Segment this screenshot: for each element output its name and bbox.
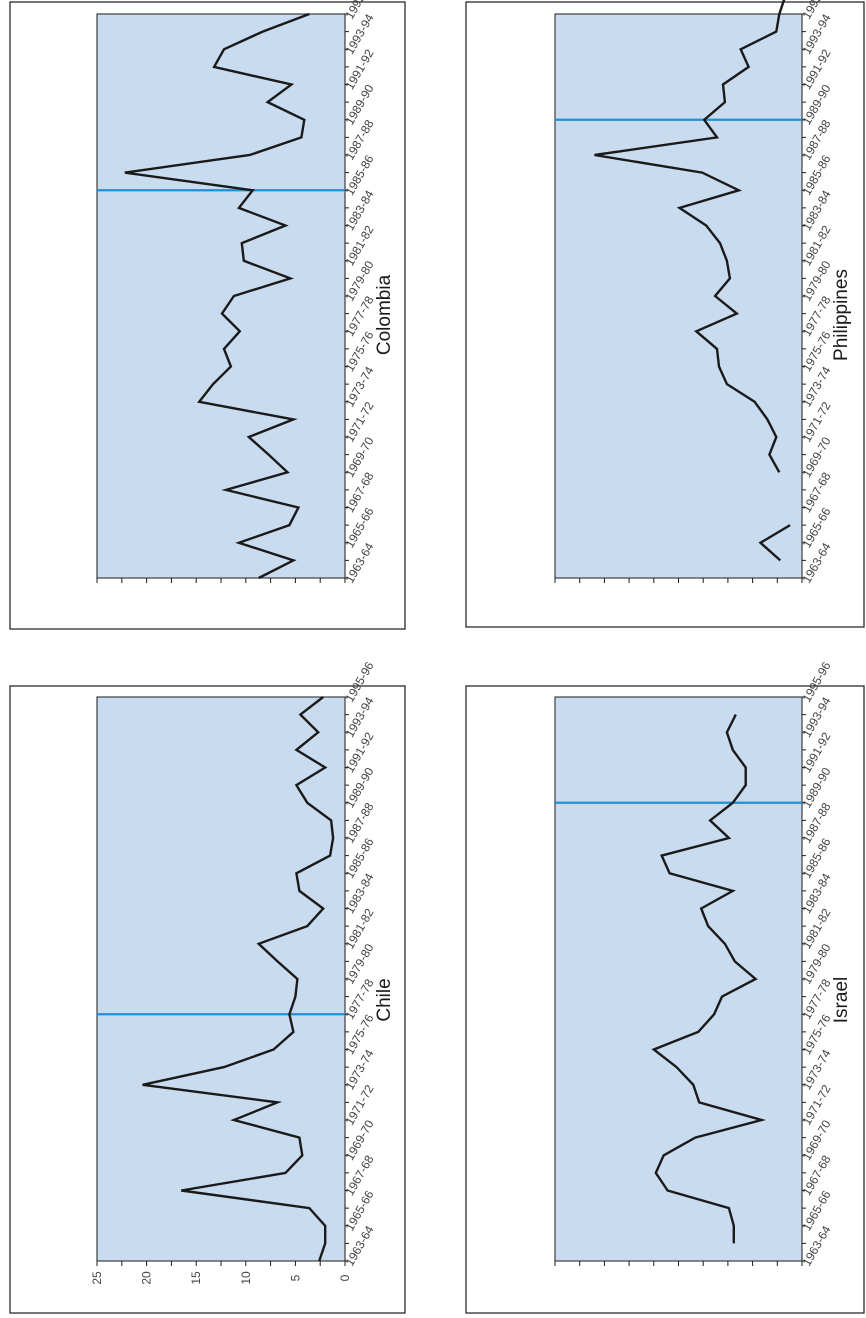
chile-plot-area (96, 696, 346, 1262)
chile-value-tick-label: 10 (239, 1271, 253, 1285)
philippines-panel-frame (465, 1, 865, 628)
israel-title: Israel (831, 977, 852, 1023)
israel-panel: Israel 1963-641965-661967-681969-701971-… (465, 659, 865, 1314)
colombia-plot-area (96, 13, 346, 579)
israel-plot-area (554, 696, 803, 1262)
chile-panel: Chile 05101520251963-641965-661967-68196… (9, 659, 406, 1314)
philippines-series-line (594, 0, 786, 473)
philippines-series-line (758, 524, 791, 562)
colombia-series-line (124, 12, 310, 580)
chile-period-tick-label: 1995-96 (342, 659, 376, 704)
colombia-panel: Colombia 1963-641965-661967-681969-70197… (9, 0, 406, 630)
philippines-title: Philippines (831, 269, 852, 361)
philippines-panel: Philippines 1963-641965-661967-681969-70… (465, 0, 865, 628)
israel-series-line (651, 714, 767, 1244)
colombia-panel-frame (9, 1, 406, 630)
chile-value-tick-label: 0 (338, 1274, 352, 1281)
chile-value-tick-label: 15 (189, 1271, 203, 1285)
chile-series-line (142, 696, 335, 1262)
chile-title: Chile (374, 978, 395, 1021)
chile-value-tick-label: 25 (90, 1271, 104, 1285)
chile-value-tick-label: 5 (288, 1274, 302, 1281)
israel-period-tick-label: 1995-96 (799, 659, 833, 704)
colombia-title: Colombia (374, 274, 395, 355)
philippines-plot-area (554, 13, 803, 579)
israel-panel-frame (465, 685, 865, 1314)
chile-value-tick-label: 20 (140, 1271, 154, 1285)
chile-panel-frame (9, 685, 406, 1314)
